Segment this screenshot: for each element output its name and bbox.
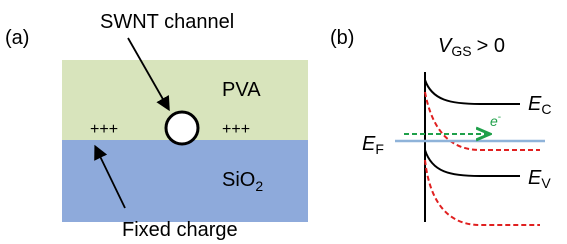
band-edge xyxy=(425,80,520,104)
layer-label: PVA xyxy=(222,79,261,101)
subscript: 2 xyxy=(255,178,263,194)
charge-label: +++ xyxy=(222,121,250,138)
condition: VGS> 0 xyxy=(438,35,505,59)
figure: (a) SWNT channel PVA +++ +++ SiO2 Fixed … xyxy=(0,0,567,244)
panel-label: (a) xyxy=(5,27,29,49)
band-label: EC xyxy=(528,93,551,117)
symbol: e xyxy=(490,113,498,129)
callout-text: Fixed charge xyxy=(122,219,238,241)
text: SiO xyxy=(222,169,255,191)
callout-text: SWNT channel xyxy=(100,11,234,33)
band-edge xyxy=(425,150,520,176)
superscript: - xyxy=(498,112,501,123)
band-label: EF xyxy=(362,133,384,157)
text: > 0 xyxy=(477,35,505,57)
symbol: E xyxy=(362,133,376,155)
subscript: GS xyxy=(451,43,471,59)
electron-label: e- xyxy=(490,112,501,129)
subscript: C xyxy=(541,101,551,117)
panel-label: (b) xyxy=(330,27,354,49)
symbol: E xyxy=(528,167,542,189)
band-label: EV xyxy=(528,167,551,191)
charge-label: +++ xyxy=(90,121,118,138)
nanotube xyxy=(166,112,198,144)
subscript: F xyxy=(375,141,384,157)
symbol: E xyxy=(528,93,542,115)
subscript: V xyxy=(541,175,551,191)
